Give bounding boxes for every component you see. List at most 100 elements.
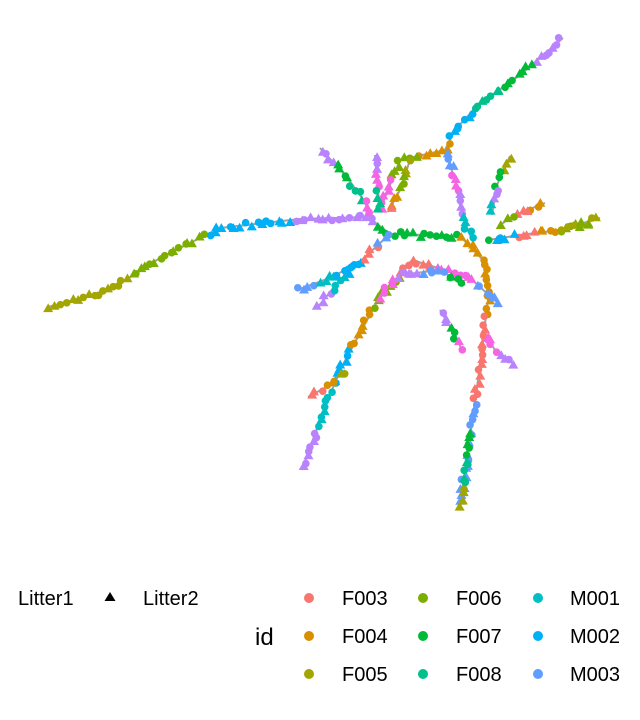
- network-node-circle: [444, 155, 453, 163]
- network-node-triangle: [148, 258, 159, 267]
- network-node-triangle: [495, 220, 506, 229]
- network-node-circle: [420, 229, 428, 238]
- network-node-triangle: [486, 199, 497, 209]
- network-node-triangle: [399, 171, 410, 181]
- network-node-triangle: [501, 158, 512, 168]
- network-edges: [47, 37, 601, 509]
- network-node-triangle: [456, 201, 467, 211]
- network-node-triangle: [367, 216, 378, 226]
- network-node-triangle: [194, 231, 205, 241]
- network-node-triangle: [375, 293, 386, 303]
- network-node-triangle: [399, 152, 410, 162]
- network-node-circle: [469, 394, 478, 403]
- network-node-triangle: [216, 223, 227, 232]
- triangle-key-icon: [104, 592, 116, 601]
- legend-key-f007: [418, 631, 428, 641]
- network-node-triangle: [73, 295, 84, 304]
- network-node-circle: [56, 300, 65, 309]
- network-node-triangle: [476, 359, 487, 368]
- network-node-triangle: [139, 261, 150, 271]
- network-node-circle: [343, 352, 352, 360]
- network-node-circle: [449, 334, 458, 343]
- network-node-triangle: [395, 182, 406, 192]
- network-node-circle: [323, 393, 332, 402]
- network-node-circle: [554, 33, 563, 42]
- network-node-triangle: [496, 350, 507, 360]
- network-node-circle: [317, 413, 326, 421]
- network-node-circle: [450, 328, 459, 337]
- network-node-circle: [99, 287, 107, 295]
- network-node-circle: [510, 213, 518, 221]
- legend-key-f005: [304, 669, 314, 679]
- network-node-circle: [365, 208, 373, 217]
- network-node-circle: [460, 466, 468, 475]
- network-node-triangle: [535, 225, 546, 235]
- network-node-circle: [457, 279, 466, 287]
- network-node-circle: [564, 223, 572, 231]
- network-node-triangle: [436, 145, 447, 155]
- shape-legend-label-litter1: Litter1: [18, 588, 74, 610]
- network-node-triangle: [468, 243, 479, 253]
- legend-label-f004: F004: [342, 626, 388, 648]
- network-node-triangle: [341, 172, 352, 182]
- network-node-circle: [467, 227, 476, 236]
- network-node-circle: [472, 401, 481, 409]
- network-node-triangle: [389, 193, 400, 202]
- network-node-circle: [492, 348, 501, 356]
- legend-key-f006: [418, 593, 428, 603]
- network-node-circle: [469, 233, 477, 242]
- network-node-triangle: [477, 354, 488, 364]
- network-node-circle: [475, 282, 483, 290]
- network-node-triangle: [448, 161, 459, 170]
- network-node-circle: [547, 226, 555, 235]
- network-node-triangle: [453, 336, 464, 346]
- network-node-triangle: [334, 163, 345, 173]
- network-node-triangle: [574, 222, 585, 231]
- network-node-triangle: [234, 222, 245, 232]
- network-node-triangle: [386, 169, 397, 179]
- network-node-circle: [426, 231, 434, 239]
- network-node-triangle: [468, 408, 479, 418]
- network-node-triangle: [359, 254, 370, 264]
- network-node-triangle: [508, 359, 519, 369]
- network-node-triangle: [285, 217, 296, 226]
- network-node-circle: [306, 443, 314, 451]
- shape-legend: Litter1 Litter2: [18, 588, 199, 610]
- network-node-triangle: [472, 247, 483, 257]
- network-node-circle: [495, 173, 504, 182]
- network-node-triangle: [276, 217, 287, 227]
- network-node-triangle: [257, 219, 268, 228]
- network-node-triangle: [415, 232, 426, 241]
- network-node-circle: [399, 268, 408, 277]
- network-node-triangle: [102, 283, 113, 293]
- network-node-circle: [266, 219, 275, 228]
- network-node-circle: [320, 403, 329, 411]
- network-node-triangle: [514, 68, 525, 78]
- network-node-triangle: [343, 343, 354, 353]
- network-node-circle: [484, 236, 493, 244]
- network-node-triangle: [446, 271, 457, 281]
- network-node-circle: [348, 262, 356, 271]
- legend: Litter1 Litter2 id F003 F004 F005 F006 F…: [18, 588, 620, 686]
- network-node-circle: [328, 388, 336, 396]
- network-node-circle: [412, 259, 420, 268]
- network-node-circle: [439, 309, 448, 317]
- network-node-circle: [386, 176, 395, 184]
- network-node-circle: [356, 211, 364, 220]
- network-node-triangle: [407, 227, 418, 237]
- network-node-triangle: [489, 292, 500, 302]
- network-node-triangle: [449, 126, 460, 135]
- network-node-circle: [116, 276, 125, 285]
- network-node-circle: [465, 444, 473, 452]
- network-node-triangle: [450, 174, 461, 183]
- network-node-triangle: [502, 213, 513, 223]
- network-node-triangle: [383, 181, 394, 191]
- network-node-triangle: [378, 190, 389, 200]
- network-node-triangle: [509, 229, 520, 238]
- network-node-triangle: [311, 300, 322, 310]
- legend-label-f008: F008: [456, 664, 502, 686]
- network-node-circle: [461, 478, 470, 487]
- network-node-triangle: [466, 274, 477, 283]
- legend-label-m001: M001: [570, 588, 620, 610]
- network-node-triangle: [421, 150, 432, 160]
